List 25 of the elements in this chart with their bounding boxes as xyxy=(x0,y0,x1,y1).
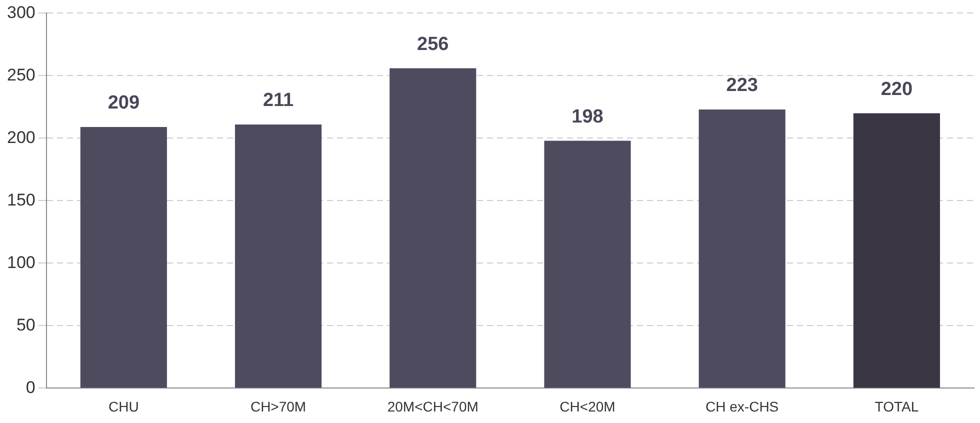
data-label: 211 xyxy=(262,90,294,112)
data-label: 209 xyxy=(108,92,140,114)
bar xyxy=(390,68,476,388)
y-tick-label: 250 xyxy=(6,65,36,84)
bar xyxy=(80,126,167,388)
x-tick-label: CHU xyxy=(108,398,139,414)
bar xyxy=(234,124,322,388)
x-tick-label: TOTAL xyxy=(874,398,919,414)
data-label: 256 xyxy=(417,34,449,55)
x-tick-label: 20M<CH<70M xyxy=(387,398,478,414)
data-label: 198 xyxy=(572,106,604,128)
y-tick-label: 150 xyxy=(6,190,36,210)
data-label: 220 xyxy=(880,78,913,100)
y-tick-label: 50 xyxy=(16,315,36,334)
data-label: 223 xyxy=(726,75,758,96)
y-tick-label: 300 xyxy=(6,2,36,22)
x-tick-label: CH>70M xyxy=(250,398,306,414)
y-tick-label: 200 xyxy=(6,128,36,147)
y-tick-label: 100 xyxy=(6,252,36,272)
x-tick-label: CH ex-CHS xyxy=(706,398,779,414)
bar xyxy=(853,113,940,388)
bar xyxy=(544,140,631,388)
x-tick-label: CH<20M xyxy=(560,398,616,414)
y-tick-label: 0 xyxy=(26,378,36,397)
bar xyxy=(698,109,786,388)
